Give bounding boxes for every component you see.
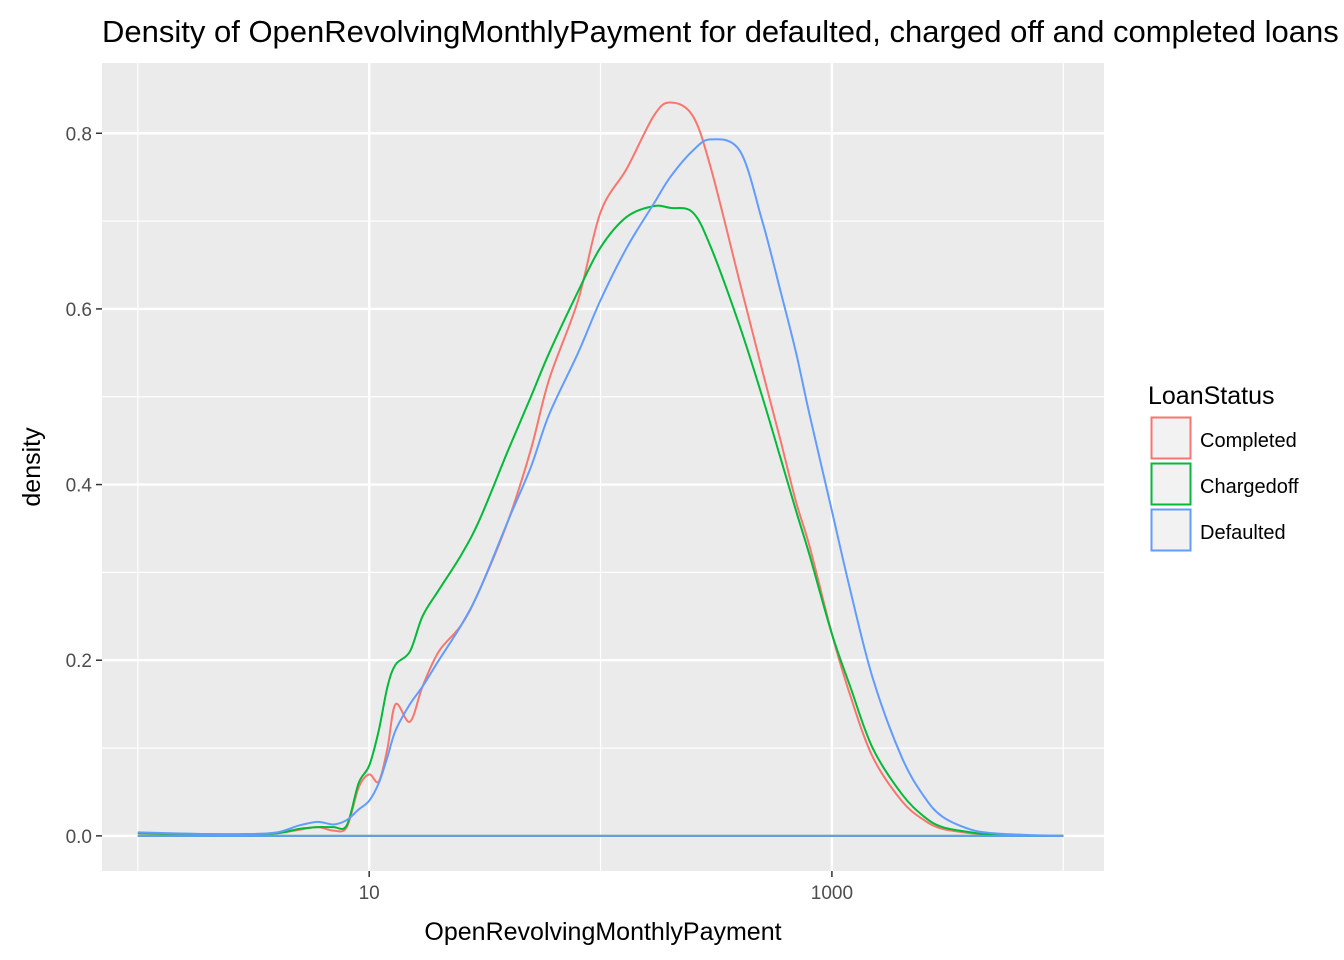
legend-key-background bbox=[1149, 507, 1193, 553]
y-tick-label: 0.6 bbox=[66, 300, 92, 321]
y-tick-label: 0.4 bbox=[66, 476, 93, 497]
y-axis-ticks: 0.0 0.2 0.4 0.6 0.8 bbox=[66, 124, 102, 848]
legend-key bbox=[1150, 508, 1192, 552]
legend-label: Chargedoff bbox=[1200, 476, 1299, 498]
legend-key bbox=[1150, 416, 1192, 460]
legend-item-chargedoff: Chargedoff bbox=[1149, 461, 1299, 507]
y-tick-label: 0.0 bbox=[66, 827, 92, 848]
plot-panel bbox=[102, 63, 1104, 871]
legend-item-completed: Completed bbox=[1149, 415, 1297, 461]
y-axis-title: density bbox=[18, 427, 46, 507]
legend-label: Completed bbox=[1200, 430, 1297, 452]
legend-item-defaulted: Defaulted bbox=[1149, 507, 1286, 553]
legend-title: LoanStatus bbox=[1148, 382, 1275, 410]
x-tick-label: 1000 bbox=[811, 883, 853, 904]
x-axis-title: OpenRevolvingMonthlyPayment bbox=[424, 918, 781, 946]
x-axis-ticks: 10 1000 bbox=[359, 871, 853, 904]
legend-key bbox=[1150, 462, 1192, 506]
legend-label: Defaulted bbox=[1200, 522, 1286, 544]
density-line bbox=[137, 204, 1064, 837]
chart-title: Density of OpenRevolvingMonthlyPayment f… bbox=[102, 14, 1339, 49]
legend-key-background bbox=[1149, 461, 1193, 507]
legend-key-background bbox=[1149, 415, 1193, 461]
grid-lines bbox=[102, 63, 1104, 871]
x-tick-label: 10 bbox=[359, 883, 380, 904]
y-tick-label: 0.2 bbox=[66, 651, 92, 672]
legend: LoanStatus Completed Chargedoff Defaulted bbox=[1148, 382, 1299, 553]
y-tick-label: 0.8 bbox=[66, 124, 92, 145]
series-defaulted bbox=[137, 138, 1064, 837]
density-lines bbox=[137, 101, 1064, 837]
density-line bbox=[137, 138, 1064, 837]
